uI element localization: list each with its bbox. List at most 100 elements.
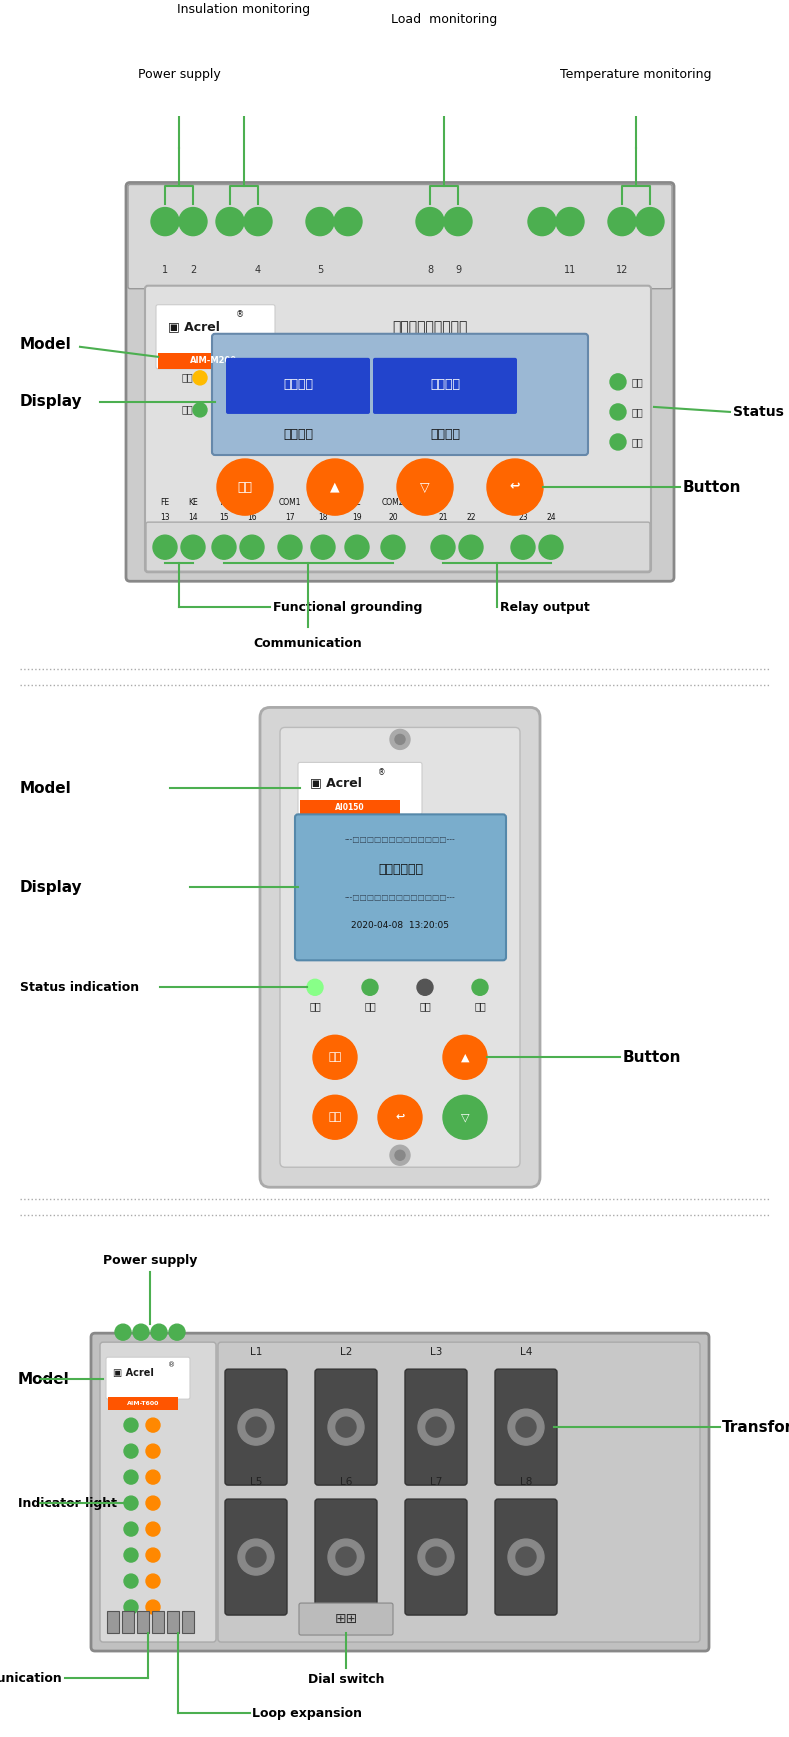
Text: L: L [355, 497, 359, 507]
FancyBboxPatch shape [225, 1369, 287, 1485]
Circle shape [238, 1539, 274, 1575]
Circle shape [511, 535, 535, 559]
FancyBboxPatch shape [299, 1603, 393, 1635]
Circle shape [146, 1443, 160, 1457]
FancyBboxPatch shape [295, 815, 506, 961]
Circle shape [146, 1496, 160, 1509]
Text: 22: 22 [466, 512, 476, 521]
FancyBboxPatch shape [156, 304, 275, 368]
Text: L8: L8 [520, 1476, 533, 1487]
Text: Button: Button [683, 479, 742, 495]
Circle shape [417, 980, 433, 995]
Circle shape [151, 207, 179, 236]
Text: COM2: COM2 [382, 497, 404, 507]
Circle shape [444, 207, 472, 236]
Circle shape [416, 207, 444, 236]
Text: 14: 14 [189, 512, 198, 521]
Circle shape [362, 980, 378, 995]
Text: 其它设置: 其它设置 [430, 429, 460, 441]
Text: 消音: 消音 [328, 1112, 342, 1122]
Text: 超温: 超温 [632, 438, 644, 446]
Text: ▣ Acrel: ▣ Acrel [310, 776, 362, 789]
Circle shape [516, 1548, 536, 1567]
Text: Loop expansion: Loop expansion [252, 1706, 362, 1720]
Circle shape [179, 207, 207, 236]
Text: 15: 15 [219, 512, 229, 521]
Text: ®: ® [378, 768, 386, 776]
FancyBboxPatch shape [106, 1357, 190, 1398]
Text: Dial switch: Dial switch [308, 1673, 384, 1687]
Circle shape [334, 207, 362, 236]
Circle shape [556, 207, 584, 236]
Circle shape [124, 1496, 138, 1509]
FancyBboxPatch shape [100, 1343, 216, 1641]
Circle shape [336, 1417, 356, 1436]
Circle shape [381, 535, 405, 559]
Text: A: A [222, 497, 226, 507]
Text: Communication: Communication [0, 1671, 62, 1685]
Text: 医疗智能绝缘监测仪: 医疗智能绝缘监测仪 [392, 320, 468, 334]
Circle shape [610, 405, 626, 420]
FancyBboxPatch shape [91, 1334, 709, 1652]
Circle shape [306, 207, 334, 236]
Text: FE: FE [160, 497, 170, 507]
Circle shape [378, 1096, 422, 1139]
Text: 绝缘: 绝缘 [632, 377, 644, 387]
Text: 自检: 自检 [328, 1053, 342, 1063]
Circle shape [115, 1324, 131, 1341]
Circle shape [181, 535, 205, 559]
Circle shape [610, 434, 626, 450]
Circle shape [146, 1548, 160, 1562]
Text: Functional grounding: Functional grounding [273, 601, 422, 613]
Circle shape [146, 1417, 160, 1431]
Text: J2: J2 [519, 497, 526, 507]
Text: ▽: ▽ [421, 481, 430, 493]
Text: ↩: ↩ [395, 1112, 405, 1122]
Circle shape [216, 207, 244, 236]
Circle shape [608, 207, 636, 236]
Text: Temperature monitoring: Temperature monitoring [560, 68, 712, 82]
FancyBboxPatch shape [145, 285, 651, 571]
Circle shape [443, 1035, 487, 1079]
Text: 23: 23 [518, 512, 528, 521]
Circle shape [217, 459, 273, 516]
Circle shape [508, 1409, 544, 1445]
Circle shape [124, 1443, 138, 1457]
FancyBboxPatch shape [260, 707, 540, 1186]
Text: L4: L4 [520, 1348, 533, 1357]
Circle shape [426, 1548, 446, 1567]
Text: ▣ Acrel: ▣ Acrel [168, 320, 220, 334]
Text: Status indication: Status indication [20, 981, 139, 994]
Text: 故障: 故障 [419, 1001, 431, 1011]
Text: COM1: COM1 [279, 497, 301, 507]
Text: 9: 9 [455, 264, 461, 274]
Text: ®: ® [236, 311, 245, 320]
FancyBboxPatch shape [298, 763, 422, 815]
Text: ▽: ▽ [461, 1112, 469, 1122]
Circle shape [539, 535, 563, 559]
Text: 通讯: 通讯 [181, 405, 193, 413]
Text: 8: 8 [427, 264, 433, 274]
FancyBboxPatch shape [152, 1610, 164, 1633]
Text: ®: ® [168, 1362, 175, 1369]
FancyBboxPatch shape [128, 184, 672, 288]
Text: 20: 20 [388, 512, 398, 521]
Circle shape [151, 1324, 167, 1341]
Circle shape [193, 403, 207, 417]
Circle shape [516, 1417, 536, 1436]
Text: 5: 5 [317, 264, 323, 274]
Text: Power supply: Power supply [103, 1254, 197, 1268]
Circle shape [124, 1574, 138, 1588]
FancyBboxPatch shape [225, 1499, 287, 1615]
Text: ▲: ▲ [461, 1053, 469, 1063]
Text: L1: L1 [250, 1348, 262, 1357]
Text: Communication: Communication [253, 637, 362, 650]
Text: AIM-M200: AIM-M200 [189, 356, 237, 365]
Text: 19: 19 [352, 512, 362, 521]
FancyBboxPatch shape [405, 1499, 467, 1615]
FancyBboxPatch shape [167, 1610, 179, 1633]
Circle shape [426, 1417, 446, 1436]
Text: 通讯设置: 通讯设置 [283, 379, 313, 391]
Text: J1: J1 [439, 497, 447, 507]
Text: 自检: 自检 [237, 481, 252, 493]
